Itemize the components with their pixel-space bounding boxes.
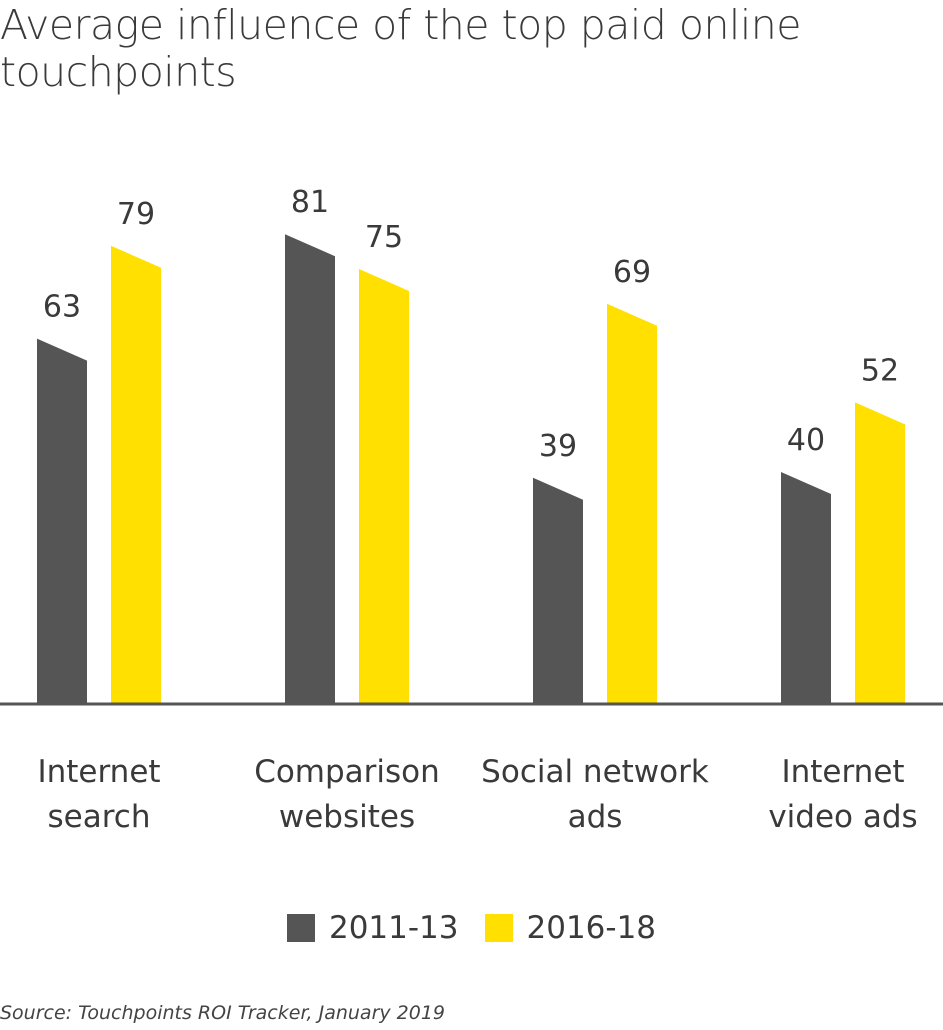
bar-2011-13 <box>533 477 583 704</box>
data-label: 75 <box>365 220 403 255</box>
legend-item: 2011-13 <box>286 910 459 946</box>
x-tick-label: search <box>48 799 151 835</box>
source-note: Source: Touchpoints ROI Tracker, January… <box>0 1002 446 1024</box>
x-tick-label: Social network <box>481 754 709 790</box>
data-label: 40 <box>787 423 825 458</box>
x-tick-label: Internet <box>781 754 904 790</box>
data-label: 79 <box>117 197 155 232</box>
bar-2016-18 <box>607 303 657 704</box>
legend-item: 2016-18 <box>484 910 657 946</box>
data-label: 39 <box>539 429 577 464</box>
chart-title: Average influence of the top paid online… <box>0 1 801 96</box>
data-label: 52 <box>861 353 899 388</box>
legend-swatch <box>286 914 315 942</box>
legend-label: 2011-13 <box>328 910 459 946</box>
legend-label: 2016-18 <box>526 910 657 946</box>
bar-2011-13 <box>37 338 87 704</box>
bar-2011-13 <box>285 234 335 704</box>
bar-2016-18 <box>359 269 409 704</box>
legend-swatch <box>484 914 513 942</box>
bar-chart: 63 81 39 40 79 75 69 52 Internet search Comparison… <box>0 185 943 835</box>
x-tick-label: Comparison <box>254 754 440 790</box>
x-tick-label: video ads <box>768 799 917 835</box>
x-tick-label: websites <box>279 799 415 835</box>
data-label: 63 <box>43 290 81 325</box>
x-tick-label: Internet <box>37 754 160 790</box>
data-label: 69 <box>613 255 651 290</box>
bar-2011-13 <box>781 472 831 704</box>
bar-2016-18 <box>855 402 905 704</box>
data-label: 81 <box>291 185 329 220</box>
x-tick-label: ads <box>568 799 623 835</box>
bar-2016-18 <box>111 245 161 705</box>
legend: 2011-13 2016-18 <box>0 910 943 946</box>
